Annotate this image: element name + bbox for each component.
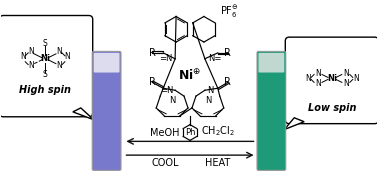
Text: N: N [20,52,26,61]
Text: MeOH: MeOH [150,128,180,138]
Text: R: R [149,77,156,87]
Text: N: N [204,96,211,105]
FancyBboxPatch shape [259,53,284,73]
FancyBboxPatch shape [257,51,286,170]
Text: N: N [56,61,62,70]
Text: N: N [169,96,175,105]
Text: N: N [28,61,34,70]
Text: Ni: Ni [327,74,337,83]
Text: S: S [43,70,48,79]
FancyBboxPatch shape [92,51,121,170]
Text: Ni: Ni [40,54,50,63]
Text: COOL: COOL [152,158,179,168]
Text: =N: =N [159,54,172,63]
Polygon shape [73,108,94,120]
FancyBboxPatch shape [94,53,119,73]
Text: R: R [224,48,231,58]
FancyBboxPatch shape [285,37,378,124]
Text: N: N [64,52,70,61]
Text: R: R [224,77,231,87]
Text: =N: =N [160,86,173,95]
FancyBboxPatch shape [0,16,93,117]
Text: N: N [353,74,359,83]
Text: R: R [149,48,156,58]
Text: N: N [315,79,321,88]
Text: N: N [56,47,62,56]
Text: N: N [28,47,34,56]
Text: N: N [343,79,349,88]
Text: N: N [315,69,321,78]
Text: High spin: High spin [19,85,71,95]
Text: S: S [43,39,48,47]
Polygon shape [284,118,304,130]
Text: Ph: Ph [185,128,195,137]
Text: N: N [305,74,311,83]
Text: Low spin: Low spin [308,103,356,113]
Text: Ni$^{\oplus}$: Ni$^{\oplus}$ [178,68,202,83]
Text: N=: N= [208,54,221,63]
Text: PF$_6^{\ominus}$: PF$_6^{\ominus}$ [220,4,239,20]
Text: N: N [207,86,213,95]
Text: HEAT: HEAT [205,158,231,168]
Text: CH$_2$Cl$_2$: CH$_2$Cl$_2$ [201,125,235,138]
Text: N: N [343,69,349,78]
